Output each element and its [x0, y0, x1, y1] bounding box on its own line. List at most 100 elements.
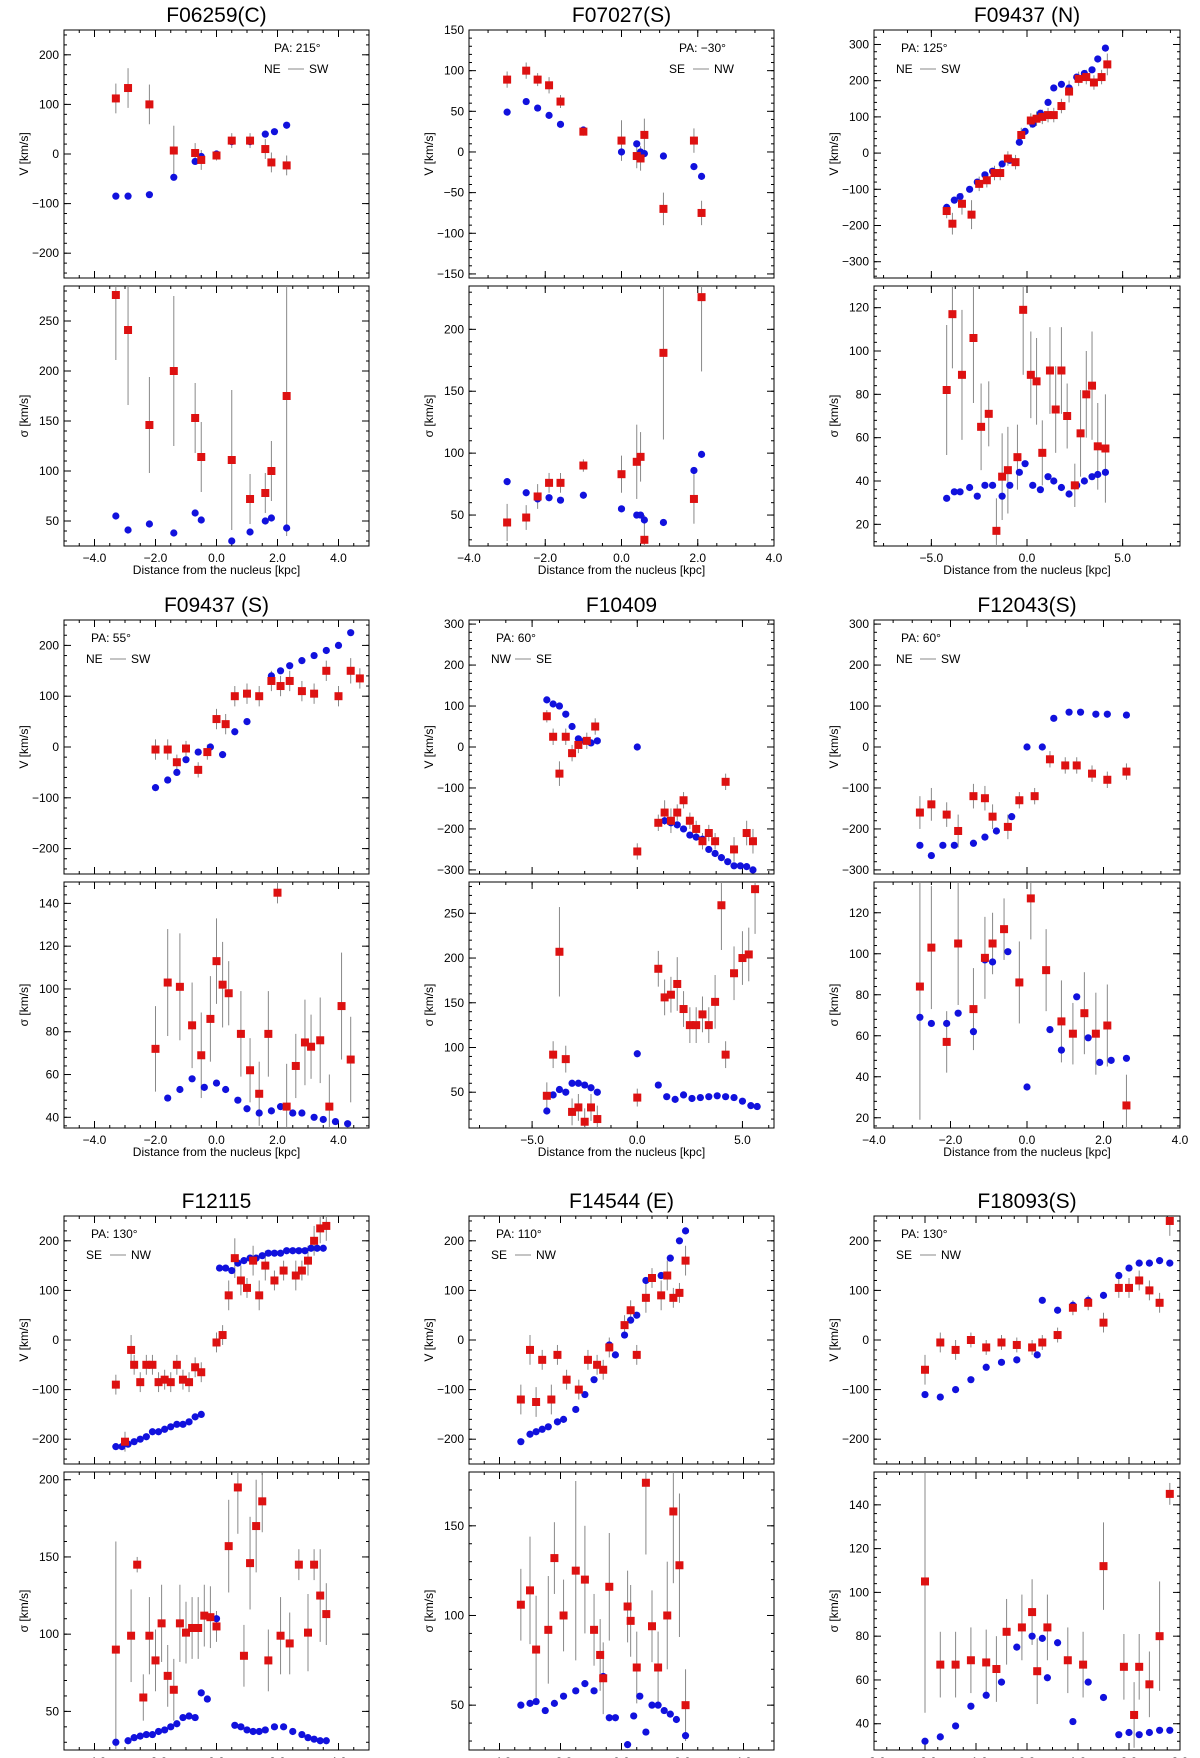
ionized-point — [218, 980, 227, 989]
ionized-point — [267, 676, 276, 685]
chart-panel: F07027(S) −150 −100 −50 0 50 100 150 V [km/s] PA:… — [422, 4, 783, 577]
ionized-point — [1043, 1623, 1052, 1632]
ionized-point — [730, 969, 739, 978]
stellar-point — [988, 481, 997, 489]
ionized-point — [1091, 1029, 1100, 1038]
velocity-panel: −200 −100 0 100 200 V [km/s] PA: 130° SE NW — [17, 1215, 370, 1465]
stellar-point — [636, 1692, 644, 1700]
ionized-point — [212, 1622, 221, 1631]
stellar-point — [197, 1689, 205, 1697]
stellar-point — [743, 863, 751, 871]
stellar-point — [642, 1728, 650, 1736]
ionized-point — [992, 1665, 1001, 1674]
stellar-point — [1166, 1259, 1174, 1267]
x-tick-label: −4.0 — [83, 1133, 107, 1147]
stellar-point — [534, 104, 542, 112]
stellar-point — [124, 192, 132, 200]
x-tick-label: 4.0 — [1172, 1133, 1189, 1147]
ionized-point — [632, 1350, 641, 1359]
stellar-point — [191, 1413, 199, 1421]
stellar-point — [161, 1425, 169, 1433]
ionized-point — [679, 1005, 688, 1014]
ionized-point — [310, 1236, 319, 1245]
y-tick-label: 200 — [39, 48, 59, 62]
stellar-point — [219, 751, 227, 759]
stellar-point — [255, 1727, 263, 1736]
stellar-point — [182, 756, 190, 764]
y-tick-label: −300 — [437, 863, 464, 877]
stellar-point — [179, 1713, 187, 1722]
stellar-point — [276, 1249, 285, 1257]
x-tick-label: 4.0 — [766, 551, 783, 565]
ionized-point — [545, 81, 554, 90]
y-tick-label: 60 — [856, 1673, 870, 1687]
ionized-point — [1080, 1009, 1089, 1018]
stellar-point — [286, 662, 294, 670]
stellar-point — [301, 1247, 309, 1255]
ionized-point — [1017, 1623, 1026, 1632]
y-tick-label: 300 — [849, 617, 869, 631]
velocity-panel: −200 −100 0 100 200 V [km/s] PA: 110° SE NW — [422, 1215, 775, 1465]
y-tick-label: 50 — [46, 1704, 60, 1718]
stellar-point — [1004, 948, 1012, 956]
ionized-point — [111, 1380, 120, 1389]
ionized-point — [297, 687, 306, 696]
direction-right: NW — [714, 62, 735, 76]
y-tick-label: −200 — [32, 1432, 59, 1446]
stellar-point — [611, 1351, 620, 1359]
ionized-point — [711, 997, 720, 1006]
x-tick-label: 2.0 — [269, 551, 286, 565]
stellar-point — [1099, 1693, 1108, 1702]
y-tick-label: −150 — [437, 267, 464, 281]
stellar-point — [222, 1264, 230, 1272]
stellar-point — [261, 517, 269, 525]
stellar-point — [954, 1009, 962, 1017]
stellar-point — [1115, 1731, 1123, 1739]
ionized-point — [738, 954, 747, 963]
stellar-point — [1088, 473, 1096, 481]
ionized-point — [503, 75, 512, 84]
stellar-point — [982, 1363, 990, 1371]
y-tick-label: 0 — [52, 740, 59, 754]
stellar-point — [1021, 460, 1029, 468]
y-tick-label: 100 — [39, 1283, 59, 1297]
ionized-point — [151, 745, 160, 754]
ionized-point — [605, 1343, 614, 1352]
stellar-point — [969, 839, 978, 847]
y-tick-label: 80 — [856, 1629, 870, 1643]
stellar-point — [696, 1093, 704, 1102]
ionized-point — [556, 478, 565, 487]
stellar-point — [237, 1723, 245, 1731]
stellar-point — [289, 1727, 297, 1736]
ionized-point — [545, 478, 554, 487]
stellar-point — [666, 1710, 674, 1718]
stellar-point — [1038, 1296, 1046, 1304]
y-tick-label: 40 — [856, 1070, 870, 1084]
y-axis-label: σ [km/s] — [827, 984, 841, 1027]
axes-frame — [468, 619, 775, 875]
stellar-point — [724, 858, 732, 866]
ionized-point — [142, 1360, 151, 1369]
x-tick-label: 0.0 — [1019, 1755, 1036, 1758]
ionized-point — [197, 1051, 206, 1060]
x-tick-label: 0.0 — [613, 551, 630, 565]
ionized-point — [304, 1256, 312, 1265]
ionized-point — [596, 1650, 605, 1659]
stellar-point — [574, 735, 582, 743]
ionized-point — [1015, 978, 1024, 987]
ionized-point — [648, 1622, 656, 1631]
ionized-point — [1026, 894, 1035, 903]
stellar-point — [136, 1732, 144, 1740]
stellar-point — [605, 1714, 613, 1722]
ionized-point — [1114, 1283, 1123, 1292]
stellar-point — [1099, 1291, 1108, 1299]
ionized-point — [692, 1021, 701, 1030]
ionized-point — [522, 513, 531, 522]
stellar-point — [310, 651, 318, 660]
ionized-point — [297, 1266, 306, 1275]
y-tick-label: 120 — [39, 939, 59, 953]
x-tick-label: 0.0 — [629, 1133, 646, 1147]
y-axis-label: V [km/s] — [827, 1318, 841, 1361]
stellar-point — [212, 1079, 221, 1087]
ionized-point — [206, 1014, 215, 1023]
